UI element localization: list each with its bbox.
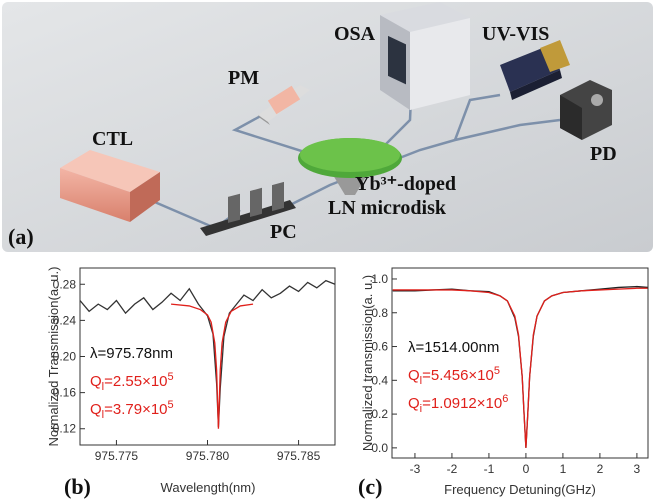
annotation-part: Q — [408, 395, 420, 412]
panel-label: (b) — [64, 474, 91, 499]
figure: CTL PM OSA UV-VIS PD PC Yb³⁺-doped LN mi… — [0, 0, 655, 501]
x-axis-title: Frequency Detuning(GHz) — [444, 482, 596, 497]
annotation-part: λ=975.78nm — [90, 345, 173, 362]
annotation-part: 5 — [168, 371, 174, 383]
x-tick-label: 1 — [560, 462, 567, 476]
x-tick-label: -3 — [410, 462, 421, 476]
annotation-part: 5 — [168, 399, 174, 411]
y-axis-title: Normalized Transmission(a. u.) — [46, 267, 61, 447]
label-pd: PD — [590, 143, 617, 165]
osa — [380, 2, 470, 110]
x-tick-label: 975.775 — [95, 449, 139, 463]
data-line — [171, 304, 253, 429]
label-osa: OSA — [334, 23, 376, 45]
x-tick-label: 975.785 — [277, 449, 321, 463]
x-tick-label: 0 — [523, 462, 530, 476]
annotation-part: Q — [90, 373, 102, 390]
setup-panel: CTL PM OSA UV-VIS PD PC Yb³⁺-doped LN mi… — [2, 2, 653, 252]
annotation-part: Q — [90, 401, 102, 418]
x-tick-label: 3 — [634, 462, 641, 476]
annotation-part: =3.79×10 — [104, 401, 167, 418]
label-disk: Yb³⁺-doped — [355, 173, 456, 195]
annotation-part: 5 — [494, 365, 500, 377]
annotation: Ql=3.79×105 — [90, 399, 174, 421]
label-pc: PC — [270, 221, 297, 243]
annotation-part: Q — [408, 367, 420, 384]
x-tick-label: 2 — [597, 462, 604, 476]
annotation-part: λ=1514.00nm — [408, 339, 499, 356]
x-tick-label: -2 — [447, 462, 458, 476]
annotation: λ=975.78nm — [90, 345, 173, 362]
annotation: Qi=1.0912×106 — [408, 393, 508, 415]
annotation-part: =2.55×10 — [104, 373, 167, 390]
label-ctl: CTL — [92, 128, 133, 150]
plot-frame — [392, 268, 648, 458]
annotation-part: =1.0912×10 — [422, 395, 502, 412]
annotation-part: =5.456×10 — [422, 367, 494, 384]
annotation: Ql=2.55×105 — [90, 371, 174, 393]
label-pm: PM — [228, 67, 259, 89]
x-axis-title: Wavelength(nm) — [161, 480, 256, 495]
panel-label: (c) — [358, 474, 382, 499]
x-tick-label: 975.780 — [186, 449, 230, 463]
y-axis-title: Normalized transmission(a. u.) — [360, 275, 375, 451]
label-disk: LN microdisk — [328, 197, 447, 219]
annotation: λ=1514.00nm — [408, 339, 499, 356]
panel-label: (a) — [8, 224, 34, 249]
annotation: Ql=5.456×105 — [408, 365, 500, 387]
x-tick-label: -1 — [484, 462, 495, 476]
annotation-part: 6 — [502, 393, 508, 405]
label-uv-vis: UV-VIS — [482, 23, 549, 45]
